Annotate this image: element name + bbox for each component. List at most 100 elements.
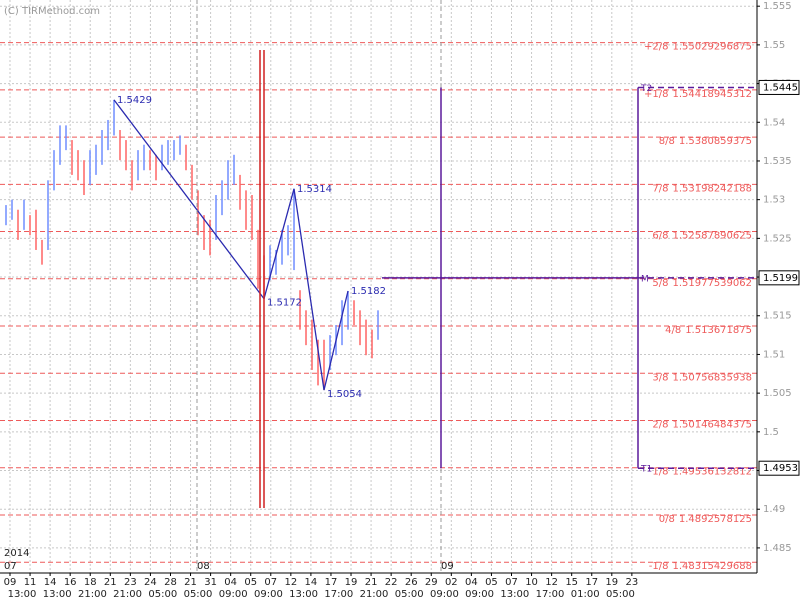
y-tick-label: 1.53 xyxy=(763,195,785,206)
x-tick-label: 24 xyxy=(144,577,157,588)
marks xyxy=(5,99,379,391)
period-label: 2014 xyxy=(4,548,29,559)
x-tick-label: 15 xyxy=(565,577,578,588)
x-tick-label: 09 xyxy=(4,577,17,588)
zigzag-label: 1.5054 xyxy=(327,389,362,400)
zigzag-label: 1.5314 xyxy=(297,184,332,195)
x-tick-label: 31 xyxy=(204,577,217,588)
x-tick-label: 23 xyxy=(625,577,638,588)
x-tick-label: 19 xyxy=(605,577,618,588)
grid xyxy=(0,0,757,573)
x-tick-label: 05 xyxy=(485,577,498,588)
x-tick-label: 17 xyxy=(325,577,338,588)
murrey-value: 1.5380859375 xyxy=(679,136,752,147)
zigzag xyxy=(113,99,349,391)
murrey-name: 0/8 xyxy=(659,514,675,525)
x-tick-label: 14 xyxy=(305,577,318,588)
zigzag-label: 1.5172 xyxy=(267,298,302,309)
x-tick-label: 14 xyxy=(44,577,57,588)
murrey-value: 1.55029296875 xyxy=(672,42,752,53)
y-tick-label: 1.51 xyxy=(763,349,785,360)
target-box xyxy=(758,460,800,476)
murrey-value: 1.50146484375 xyxy=(672,419,752,430)
x-tick-label: 22 xyxy=(385,577,398,588)
x-tick-label: 07 xyxy=(505,577,518,588)
murrey-name: 6/8 xyxy=(652,231,668,242)
murrey-value: 1.48315429688 xyxy=(672,561,752,572)
x-tick-label: 18 xyxy=(84,577,97,588)
x-tick-label: 13:00 xyxy=(289,589,318,600)
x-tick-label: 21 xyxy=(184,577,197,588)
y-tick-label: 1.5 xyxy=(763,427,779,438)
x-tick-label: 02 xyxy=(445,577,458,588)
target-label: 1.5199 xyxy=(763,273,798,284)
period-label: 07 xyxy=(4,561,17,572)
x-tick-label: 21:00 xyxy=(78,589,107,600)
y-tick-label: 1.485 xyxy=(763,543,792,554)
y-tick-label: 1.505 xyxy=(763,388,792,399)
zigzag-label: 1.5182 xyxy=(351,286,386,297)
x-tick-label: 21 xyxy=(104,577,117,588)
y-tick-label: 1.54 xyxy=(763,117,785,128)
murrey-name: 1/8 xyxy=(652,467,668,478)
murrey-value: 1.52587890625 xyxy=(672,231,752,242)
x-tick-label: 12 xyxy=(284,577,297,588)
zigzag-label: 1.5429 xyxy=(117,95,152,106)
x-tick-label: 13:00 xyxy=(500,589,529,600)
murrey-name: 4/8 xyxy=(665,325,681,336)
y-tick-label: 1.55 xyxy=(763,40,785,51)
x-tick-label: 13:00 xyxy=(8,589,37,600)
x-tick-label: 23 xyxy=(124,577,137,588)
x-tick-label: 09:00 xyxy=(465,589,494,600)
murrey-name: 2/8 xyxy=(652,419,668,430)
x-tick-label: 12 xyxy=(545,577,558,588)
target-box xyxy=(758,79,800,95)
x-tick-label: 04 xyxy=(224,577,237,588)
x-tick-label: 09:00 xyxy=(430,589,459,600)
x-tick-label: 10 xyxy=(525,577,538,588)
murrey-value: 1.513671875 xyxy=(685,325,752,336)
x-tick-label: 05:00 xyxy=(184,589,213,600)
x-tick-label: 17 xyxy=(585,577,598,588)
target-box xyxy=(758,270,800,286)
x-tick-label: 11 xyxy=(24,577,37,588)
murrey-name: +1/8 xyxy=(644,89,668,100)
murrey-value: 1.49536132812 xyxy=(672,467,752,478)
x-tick-label: 13:00 xyxy=(43,589,72,600)
x-tick-label: 26 xyxy=(405,577,418,588)
y-tick-label: 1.515 xyxy=(763,311,792,322)
x-tick-label: 04 xyxy=(465,577,478,588)
x-tick-label: 28 xyxy=(164,577,177,588)
x-tick-label: 29 xyxy=(425,577,438,588)
murrey-name: 7/8 xyxy=(652,183,668,194)
murrey-name: +2/8 xyxy=(644,42,668,53)
x-tick-label: 09:00 xyxy=(219,589,248,600)
header: (C) TIRMethod.com xyxy=(4,6,100,17)
x-tick-label: 17:00 xyxy=(536,589,565,600)
x-tick-label: 09:00 xyxy=(254,589,283,600)
x-tick-label: 05:00 xyxy=(395,589,424,600)
target-label: 1.4953 xyxy=(763,463,798,474)
x-tick-label: 01:00 xyxy=(571,589,600,600)
x-tick-label: 05 xyxy=(244,577,257,588)
murrey-name: 5/8 xyxy=(652,278,668,289)
period-label: 08 xyxy=(197,561,210,572)
x-tick-label: 21:00 xyxy=(360,589,389,600)
period-label: 09 xyxy=(441,561,454,572)
x-tick-label: 05:00 xyxy=(606,589,635,600)
y-tick-label: 1.555 xyxy=(763,1,792,12)
murrey-value: 1.54418945312 xyxy=(672,89,752,100)
y-tick-label: 1.49 xyxy=(763,504,785,515)
x-tick-label: 17:00 xyxy=(324,589,353,600)
murrey-value: 1.4892578125 xyxy=(679,514,752,525)
x-tick-label: 21:00 xyxy=(113,589,142,600)
target-name: T2 xyxy=(640,84,652,94)
x-tick-label: 16 xyxy=(64,577,77,588)
x-tick-label: 05:00 xyxy=(148,589,177,600)
murrey-name: 3/8 xyxy=(652,372,668,383)
target-name: T1 xyxy=(640,465,652,475)
y-tick-label: 1.525 xyxy=(763,233,792,244)
x-tick-label: 21 xyxy=(365,577,378,588)
